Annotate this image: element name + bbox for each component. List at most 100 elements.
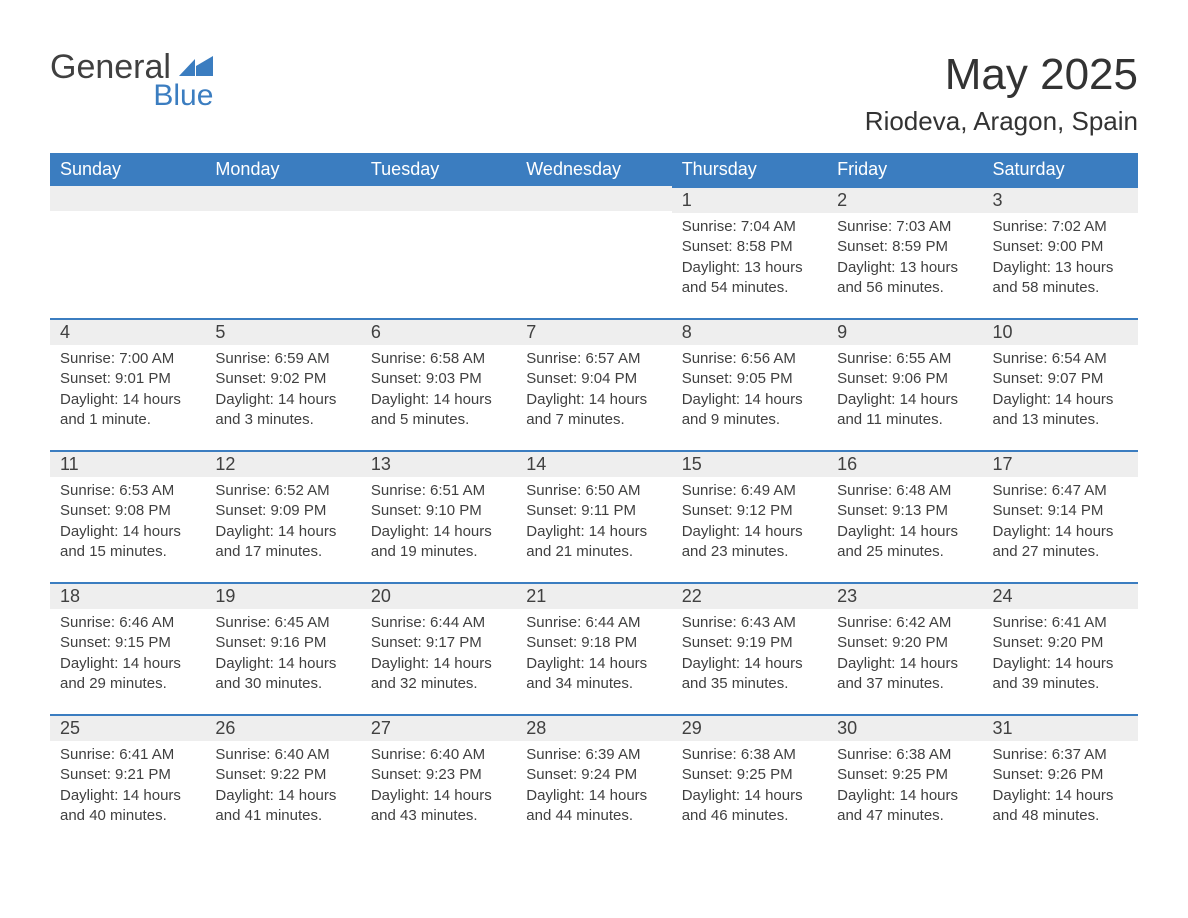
day-number: 9 xyxy=(827,318,982,345)
calendar-page: General Blue May 2025 Riodeva, Aragon, S… xyxy=(0,0,1188,876)
sunrise-line: Sunrise: 6:44 AM xyxy=(371,613,506,633)
day-number: 15 xyxy=(672,450,827,477)
day-details: Sunrise: 6:38 AMSunset: 9:25 PMDaylight:… xyxy=(672,741,827,836)
day-details: Sunrise: 7:03 AMSunset: 8:59 PMDaylight:… xyxy=(827,213,982,308)
day-details: Sunrise: 6:40 AMSunset: 9:22 PMDaylight:… xyxy=(205,741,360,836)
day-number xyxy=(516,186,671,211)
calendar-day-cell: 10Sunrise: 6:54 AMSunset: 9:07 PMDayligh… xyxy=(983,318,1138,450)
page-header: General Blue May 2025 Riodeva, Aragon, S… xyxy=(50,50,1138,143)
daylight-line: Daylight: 14 hours and 48 minutes. xyxy=(993,786,1128,827)
sunrise-line: Sunrise: 6:48 AM xyxy=(837,481,972,501)
sunset-line: Sunset: 9:25 PM xyxy=(682,765,817,785)
sunset-line: Sunset: 9:05 PM xyxy=(682,369,817,389)
sunset-line: Sunset: 9:25 PM xyxy=(837,765,972,785)
day-details: Sunrise: 6:41 AMSunset: 9:20 PMDaylight:… xyxy=(983,609,1138,704)
calendar-day-cell xyxy=(516,186,671,318)
calendar-day-cell: 22Sunrise: 6:43 AMSunset: 9:19 PMDayligh… xyxy=(672,582,827,714)
sunrise-line: Sunrise: 6:41 AM xyxy=(60,745,195,765)
sunset-line: Sunset: 9:20 PM xyxy=(993,633,1128,653)
day-number: 22 xyxy=(672,582,827,609)
day-details: Sunrise: 6:54 AMSunset: 9:07 PMDaylight:… xyxy=(983,345,1138,440)
sunrise-line: Sunrise: 6:42 AM xyxy=(837,613,972,633)
calendar-day-cell xyxy=(205,186,360,318)
daylight-line: Daylight: 14 hours and 21 minutes. xyxy=(526,522,661,563)
calendar-day-cell: 3Sunrise: 7:02 AMSunset: 9:00 PMDaylight… xyxy=(983,186,1138,318)
day-number: 2 xyxy=(827,186,982,213)
sunset-line: Sunset: 9:22 PM xyxy=(215,765,350,785)
calendar-day-cell xyxy=(50,186,205,318)
day-details: Sunrise: 6:55 AMSunset: 9:06 PMDaylight:… xyxy=(827,345,982,440)
brand-logo: General Blue xyxy=(50,50,213,113)
day-number: 31 xyxy=(983,714,1138,741)
sunset-line: Sunset: 9:19 PM xyxy=(682,633,817,653)
sunrise-line: Sunrise: 6:51 AM xyxy=(371,481,506,501)
sunrise-line: Sunrise: 7:00 AM xyxy=(60,349,195,369)
sunrise-line: Sunrise: 7:04 AM xyxy=(682,217,817,237)
sunrise-line: Sunrise: 6:52 AM xyxy=(215,481,350,501)
calendar-week-row: 18Sunrise: 6:46 AMSunset: 9:15 PMDayligh… xyxy=(50,582,1138,714)
daylight-line: Daylight: 14 hours and 3 minutes. xyxy=(215,390,350,431)
day-number: 12 xyxy=(205,450,360,477)
day-number: 4 xyxy=(50,318,205,345)
day-number: 8 xyxy=(672,318,827,345)
day-number: 23 xyxy=(827,582,982,609)
sunset-line: Sunset: 9:07 PM xyxy=(993,369,1128,389)
calendar-week-row: 25Sunrise: 6:41 AMSunset: 9:21 PMDayligh… xyxy=(50,714,1138,846)
calendar-day-cell: 26Sunrise: 6:40 AMSunset: 9:22 PMDayligh… xyxy=(205,714,360,846)
daylight-line: Daylight: 14 hours and 9 minutes. xyxy=(682,390,817,431)
weekday-header: Sunday xyxy=(50,153,205,186)
day-number xyxy=(205,186,360,211)
sunrise-line: Sunrise: 6:38 AM xyxy=(837,745,972,765)
day-details: Sunrise: 7:04 AMSunset: 8:58 PMDaylight:… xyxy=(672,213,827,308)
calendar-day-cell xyxy=(361,186,516,318)
sunset-line: Sunset: 9:21 PM xyxy=(60,765,195,785)
calendar-day-cell: 27Sunrise: 6:40 AMSunset: 9:23 PMDayligh… xyxy=(361,714,516,846)
day-number: 30 xyxy=(827,714,982,741)
weekday-header: Saturday xyxy=(983,153,1138,186)
weekday-header: Thursday xyxy=(672,153,827,186)
calendar-day-cell: 21Sunrise: 6:44 AMSunset: 9:18 PMDayligh… xyxy=(516,582,671,714)
day-number: 13 xyxy=(361,450,516,477)
day-number: 18 xyxy=(50,582,205,609)
sunrise-line: Sunrise: 6:45 AM xyxy=(215,613,350,633)
calendar-week-row: 11Sunrise: 6:53 AMSunset: 9:08 PMDayligh… xyxy=(50,450,1138,582)
day-number: 11 xyxy=(50,450,205,477)
sunset-line: Sunset: 9:06 PM xyxy=(837,369,972,389)
daylight-line: Daylight: 13 hours and 56 minutes. xyxy=(837,258,972,299)
day-number: 26 xyxy=(205,714,360,741)
day-details: Sunrise: 6:46 AMSunset: 9:15 PMDaylight:… xyxy=(50,609,205,704)
calendar-day-cell: 30Sunrise: 6:38 AMSunset: 9:25 PMDayligh… xyxy=(827,714,982,846)
day-number xyxy=(50,186,205,211)
sunrise-line: Sunrise: 6:41 AM xyxy=(993,613,1128,633)
daylight-line: Daylight: 14 hours and 13 minutes. xyxy=(993,390,1128,431)
calendar-day-cell: 24Sunrise: 6:41 AMSunset: 9:20 PMDayligh… xyxy=(983,582,1138,714)
day-number: 14 xyxy=(516,450,671,477)
sunrise-line: Sunrise: 6:53 AM xyxy=(60,481,195,501)
daylight-line: Daylight: 14 hours and 29 minutes. xyxy=(60,654,195,695)
calendar-day-cell: 5Sunrise: 6:59 AMSunset: 9:02 PMDaylight… xyxy=(205,318,360,450)
sunset-line: Sunset: 9:10 PM xyxy=(371,501,506,521)
day-details: Sunrise: 6:44 AMSunset: 9:17 PMDaylight:… xyxy=(361,609,516,704)
day-number: 24 xyxy=(983,582,1138,609)
daylight-line: Daylight: 14 hours and 17 minutes. xyxy=(215,522,350,563)
day-number: 17 xyxy=(983,450,1138,477)
daylight-line: Daylight: 13 hours and 58 minutes. xyxy=(993,258,1128,299)
daylight-line: Daylight: 14 hours and 7 minutes. xyxy=(526,390,661,431)
calendar-day-cell: 20Sunrise: 6:44 AMSunset: 9:17 PMDayligh… xyxy=(361,582,516,714)
sunrise-line: Sunrise: 6:54 AM xyxy=(993,349,1128,369)
daylight-line: Daylight: 14 hours and 40 minutes. xyxy=(60,786,195,827)
daylight-line: Daylight: 14 hours and 34 minutes. xyxy=(526,654,661,695)
day-details: Sunrise: 7:02 AMSunset: 9:00 PMDaylight:… xyxy=(983,213,1138,308)
daylight-line: Daylight: 14 hours and 35 minutes. xyxy=(682,654,817,695)
day-details: Sunrise: 6:52 AMSunset: 9:09 PMDaylight:… xyxy=(205,477,360,572)
day-details: Sunrise: 6:51 AMSunset: 9:10 PMDaylight:… xyxy=(361,477,516,572)
sunrise-line: Sunrise: 6:46 AM xyxy=(60,613,195,633)
day-number: 21 xyxy=(516,582,671,609)
calendar-day-cell: 28Sunrise: 6:39 AMSunset: 9:24 PMDayligh… xyxy=(516,714,671,846)
day-number: 7 xyxy=(516,318,671,345)
day-details: Sunrise: 6:47 AMSunset: 9:14 PMDaylight:… xyxy=(983,477,1138,572)
sunrise-line: Sunrise: 6:37 AM xyxy=(993,745,1128,765)
day-details: Sunrise: 6:40 AMSunset: 9:23 PMDaylight:… xyxy=(361,741,516,836)
daylight-line: Daylight: 14 hours and 19 minutes. xyxy=(371,522,506,563)
daylight-line: Daylight: 14 hours and 5 minutes. xyxy=(371,390,506,431)
